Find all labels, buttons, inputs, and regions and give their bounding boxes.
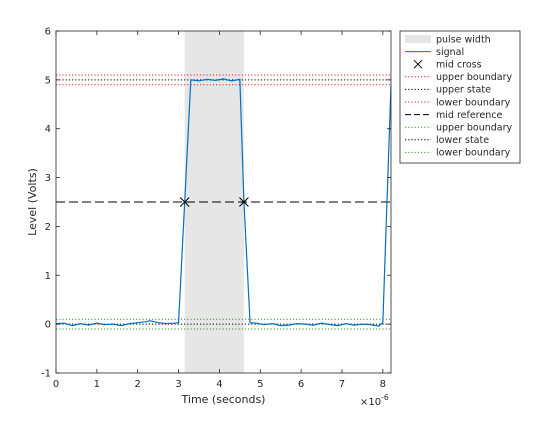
- legend-label: mid cross: [436, 60, 482, 71]
- x-tick-label: 2: [135, 379, 141, 390]
- x-tick-label: 3: [175, 379, 181, 390]
- legend-label: upper state: [436, 85, 491, 96]
- y-tick-label: 6: [45, 27, 51, 38]
- y-tick-label: 4: [45, 124, 51, 135]
- legend-label: pulse width: [436, 34, 491, 45]
- y-tick-label: 5: [45, 75, 51, 86]
- legend-item: upper state: [405, 85, 491, 96]
- legend-label: signal: [436, 47, 464, 58]
- legend-item: pulse width: [405, 34, 491, 45]
- legend-label: lower state: [436, 135, 489, 146]
- legend-item: signal: [405, 47, 464, 58]
- legend-item: upper boundary: [405, 72, 512, 83]
- plot-frame: [55, 30, 392, 374]
- x-exponent-label: ×10-6: [360, 393, 389, 408]
- legend-label: lower boundary: [436, 148, 511, 159]
- legend-item: mid cross: [413, 59, 482, 71]
- legend-label: lower boundary: [436, 97, 511, 108]
- x-axis-label: Time (seconds): [181, 393, 266, 406]
- legend-item: lower boundary: [405, 97, 511, 108]
- x-tick-label: 5: [257, 379, 263, 390]
- legend-label: mid reference: [436, 110, 502, 121]
- y-axis-label: Level (Volts): [26, 168, 39, 236]
- signal-line: [56, 78, 391, 327]
- legend-box: [399, 30, 521, 164]
- y-tick-label: -1: [41, 369, 51, 380]
- legend-item: mid reference: [405, 110, 502, 121]
- legend-item: lower boundary: [405, 148, 511, 159]
- legend-label: upper boundary: [436, 123, 512, 134]
- legend-item: upper boundary: [405, 123, 512, 134]
- mid-cross-marker: [179, 197, 190, 207]
- legend-swatch-patch: [405, 35, 431, 43]
- legend-item: lower state: [405, 135, 489, 146]
- x-tick-label: 0: [53, 379, 59, 390]
- x-tick-label: 8: [380, 379, 386, 390]
- y-tick-label: 0: [45, 320, 51, 331]
- legend-label: upper boundary: [436, 72, 512, 83]
- y-tick-label: 1: [45, 271, 51, 282]
- x-tick-label: 7: [339, 379, 345, 390]
- y-tick-label: 3: [45, 173, 51, 184]
- x-tick-label: 4: [216, 379, 222, 390]
- x-tick-label: 1: [94, 379, 100, 390]
- legend-swatch-marker: [413, 59, 423, 69]
- y-tick-label: 2: [45, 222, 51, 233]
- x-tick-label: 6: [298, 379, 304, 390]
- mid-cross-marker: [239, 197, 249, 207]
